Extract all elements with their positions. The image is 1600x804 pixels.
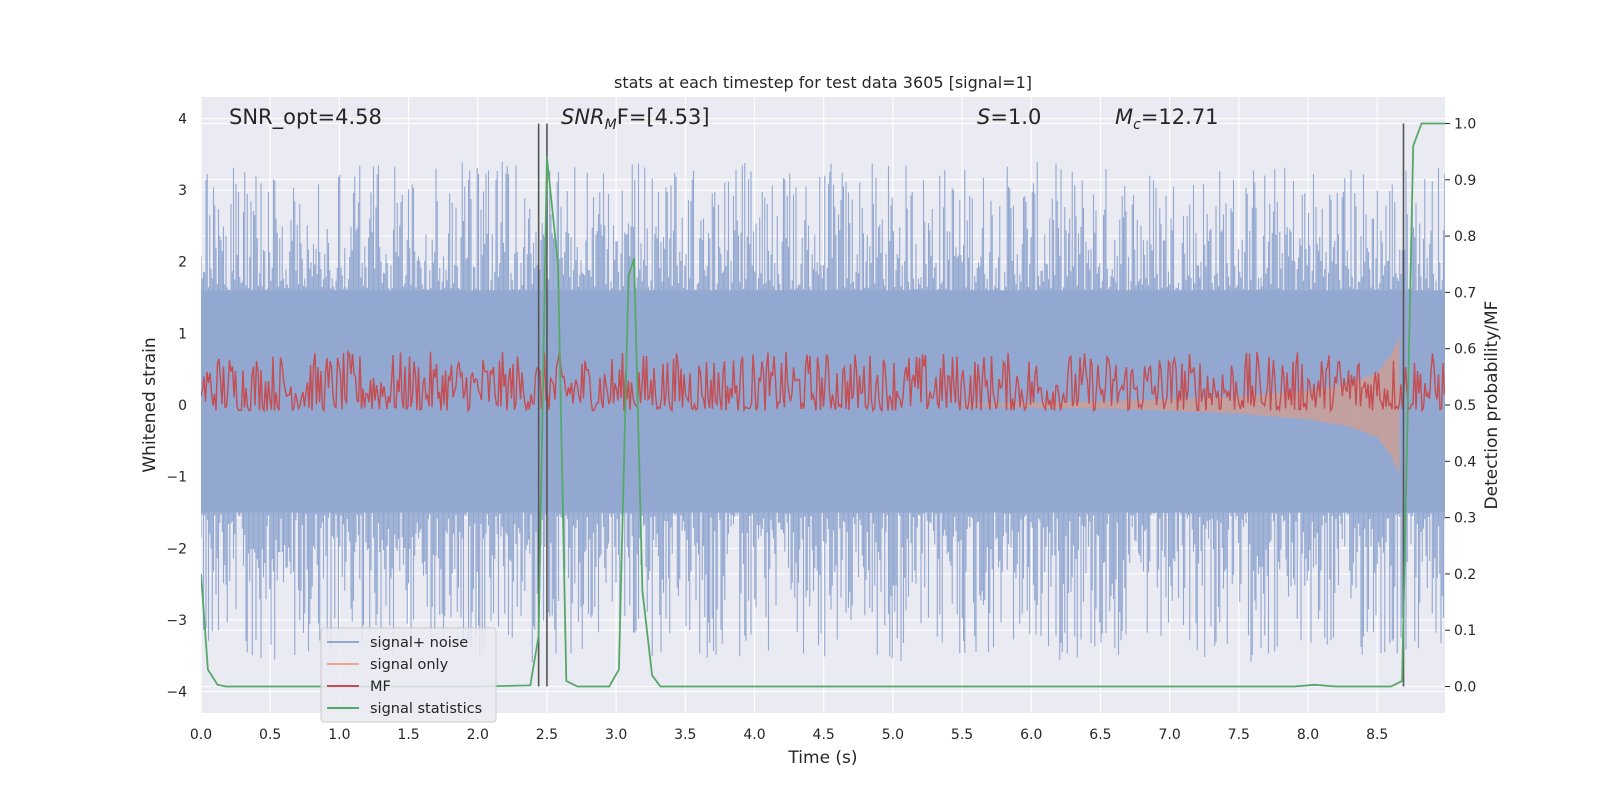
mf-trace — [201, 349, 1445, 413]
y-right-tick-label-6: 0.4 — [1454, 454, 1476, 470]
legend-label-signal-statistics: signal statistics — [370, 701, 482, 717]
y-left-tick-label-0: 4 — [178, 111, 187, 127]
x-tick-label-2: 1.0 — [328, 727, 350, 743]
y-right-tick-label-5: 0.5 — [1454, 398, 1476, 414]
legend-entry-signal-statistics: signal statistics — [327, 701, 482, 717]
x-axis-ticks: 0.0 0.5 1.0 1.5 2.0 2.5 3.0 3.5 4.0 4.5 5.0 5.5 6.0 6… — [190, 727, 1388, 743]
x-tick-label-13: 6.5 — [1089, 727, 1111, 743]
y-right-tick-label-8: 0.2 — [1454, 567, 1476, 583]
y-right-tick-label-1: 0.9 — [1454, 173, 1476, 189]
series-mf — [201, 349, 1445, 413]
annotation-snr-opt: SNR_opt=4.58 — [229, 105, 382, 130]
annotation-snr-mf-value: F=[4.53] — [617, 105, 710, 129]
x-tick-label-9: 4.5 — [813, 727, 835, 743]
x-axis-label: Time (s) — [787, 748, 857, 768]
signal-noise-trace — [201, 161, 1445, 663]
legend-label-signal-only: signal only — [370, 657, 449, 673]
y-axis-right-ticks: 1.0 0.9 0.8 0.7 0.6 0.5 0.4 0.3 0.2 0.1 0.0 — [1445, 116, 1476, 696]
x-tick-label-8: 4.0 — [743, 727, 765, 743]
x-tick-label-0: 0.0 — [190, 727, 212, 743]
legend-entry-mf: MF — [327, 679, 391, 695]
annotation-snr-mf-subscript: M — [605, 117, 617, 133]
y-left-tick-label-6: −2 — [166, 541, 187, 557]
legend-entry-signal-only: signal only — [327, 657, 449, 673]
annotation-mc-subscript: c — [1133, 117, 1141, 133]
y-left-tick-label-4: 0 — [178, 398, 187, 414]
x-tick-label-16: 8.0 — [1297, 727, 1319, 743]
annotation-mc-value: =12.71 — [1141, 105, 1219, 129]
y-left-tick-label-5: −1 — [166, 470, 187, 486]
y-right-tick-label-3: 0.7 — [1454, 285, 1476, 301]
y-right-tick-label-4: 0.6 — [1454, 342, 1476, 358]
y-right-tick-label-7: 0.3 — [1454, 511, 1476, 527]
annotation-snr-mf-symbol: SNR — [561, 105, 605, 129]
y-right-tick-label-9: 0.1 — [1454, 623, 1476, 639]
y-left-tick-label-8: −4 — [166, 685, 187, 701]
y-right-tick-label-2: 0.8 — [1454, 229, 1476, 245]
annotation-mc-symbol: M — [1115, 105, 1133, 129]
legend-label-mf: MF — [370, 679, 391, 695]
y-left-tick-label-2: 2 — [178, 255, 187, 271]
x-tick-label-7: 3.5 — [674, 727, 696, 743]
legend: signal+ noise signal only MF signal stat… — [320, 627, 497, 723]
signal-only-envelope — [962, 336, 1400, 474]
x-tick-label-17: 8.5 — [1366, 727, 1388, 743]
x-tick-label-11: 5.5 — [951, 727, 973, 743]
annotation-s: S=1.0 — [977, 105, 1041, 129]
annotation-s-symbol: S — [977, 105, 990, 129]
chart-title: stats at each timestep for test data 360… — [614, 73, 1032, 92]
x-tick-label-14: 7.0 — [1158, 727, 1180, 743]
x-tick-label-15: 7.5 — [1228, 727, 1250, 743]
legend-box — [320, 627, 497, 723]
x-tick-label-4: 2.0 — [467, 727, 489, 743]
x-tick-label-6: 3.0 — [605, 727, 627, 743]
y-axis-left-label: Whitened strain — [140, 337, 160, 472]
legend-label-signal-noise: signal+ noise — [370, 635, 468, 651]
y-axis-left-ticks: 4 3 2 1 0 −1 −2 −3 −4 — [166, 111, 187, 700]
x-tick-label-5: 2.5 — [536, 727, 558, 743]
y-left-tick-label-3: 1 — [178, 326, 187, 342]
series-signal-only — [962, 336, 1400, 474]
annotation-snr-mf: SNRMF=[4.53] — [561, 105, 710, 133]
x-tick-label-3: 1.5 — [397, 727, 419, 743]
y-right-tick-label-0: 1.0 — [1454, 116, 1476, 132]
y-left-tick-label-1: 3 — [178, 183, 187, 199]
annotation-s-value: =1.0 — [990, 105, 1041, 129]
x-tick-label-1: 0.5 — [259, 727, 281, 743]
x-tick-label-10: 5.0 — [882, 727, 904, 743]
y-right-tick-label-10: 0.0 — [1454, 680, 1476, 696]
legend-entry-signal-noise: signal+ noise — [327, 635, 468, 651]
annotation-mc: Mc=12.71 — [1115, 105, 1219, 133]
x-tick-label-12: 6.0 — [1020, 727, 1042, 743]
y-axis-right-label: Detection probability/MF — [1482, 301, 1502, 510]
y-left-tick-label-7: −3 — [166, 613, 187, 629]
